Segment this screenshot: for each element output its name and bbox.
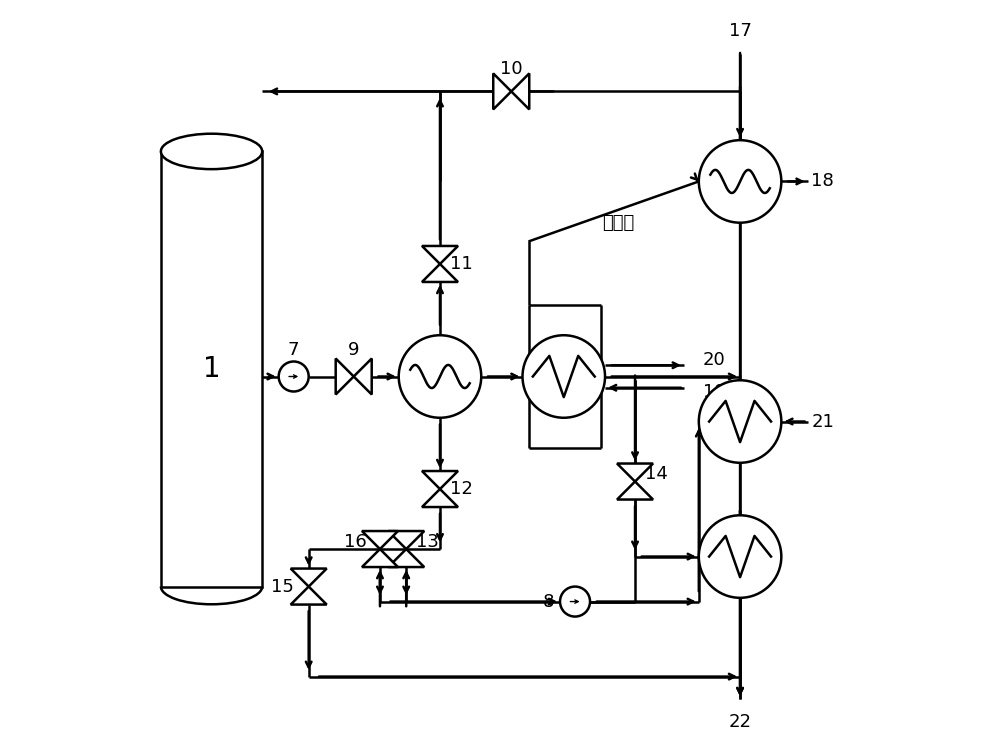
Polygon shape bbox=[354, 358, 372, 395]
Polygon shape bbox=[422, 489, 458, 507]
Text: 7: 7 bbox=[288, 341, 299, 359]
Text: 3: 3 bbox=[569, 386, 580, 404]
Polygon shape bbox=[617, 464, 653, 481]
Text: 9: 9 bbox=[348, 341, 359, 359]
Text: 14: 14 bbox=[645, 465, 667, 483]
Polygon shape bbox=[422, 264, 458, 282]
Text: 15: 15 bbox=[271, 578, 294, 596]
Circle shape bbox=[699, 140, 781, 223]
Text: 21: 21 bbox=[811, 413, 834, 431]
Text: 19: 19 bbox=[703, 383, 725, 401]
Text: 20: 20 bbox=[703, 351, 725, 369]
Polygon shape bbox=[336, 358, 354, 395]
Text: 水蒸汽: 水蒸汽 bbox=[602, 214, 635, 232]
Text: 18: 18 bbox=[811, 172, 834, 191]
Text: 8: 8 bbox=[543, 593, 554, 611]
Polygon shape bbox=[422, 471, 458, 489]
Text: 13: 13 bbox=[416, 532, 439, 550]
Polygon shape bbox=[617, 481, 653, 499]
Circle shape bbox=[523, 335, 605, 418]
Polygon shape bbox=[388, 549, 424, 567]
Polygon shape bbox=[291, 587, 327, 605]
Polygon shape bbox=[511, 73, 529, 109]
Circle shape bbox=[699, 515, 781, 598]
Text: 11: 11 bbox=[450, 255, 472, 273]
Text: 4: 4 bbox=[745, 191, 756, 209]
Circle shape bbox=[399, 335, 481, 418]
Text: 2: 2 bbox=[445, 386, 456, 404]
Text: 6: 6 bbox=[745, 566, 756, 584]
Text: 10: 10 bbox=[500, 60, 523, 78]
Polygon shape bbox=[362, 549, 398, 567]
Polygon shape bbox=[422, 246, 458, 264]
Text: 1: 1 bbox=[203, 355, 220, 383]
Polygon shape bbox=[291, 569, 327, 587]
Polygon shape bbox=[388, 531, 424, 549]
Polygon shape bbox=[161, 151, 262, 587]
Circle shape bbox=[279, 361, 309, 392]
Text: 17: 17 bbox=[729, 23, 752, 41]
Polygon shape bbox=[362, 531, 398, 549]
Text: 5: 5 bbox=[745, 431, 756, 450]
Circle shape bbox=[699, 380, 781, 463]
Text: 16: 16 bbox=[344, 532, 367, 550]
Polygon shape bbox=[493, 73, 511, 109]
Ellipse shape bbox=[161, 134, 262, 169]
Text: 12: 12 bbox=[450, 480, 472, 498]
Text: 22: 22 bbox=[729, 712, 752, 730]
Circle shape bbox=[560, 587, 590, 617]
